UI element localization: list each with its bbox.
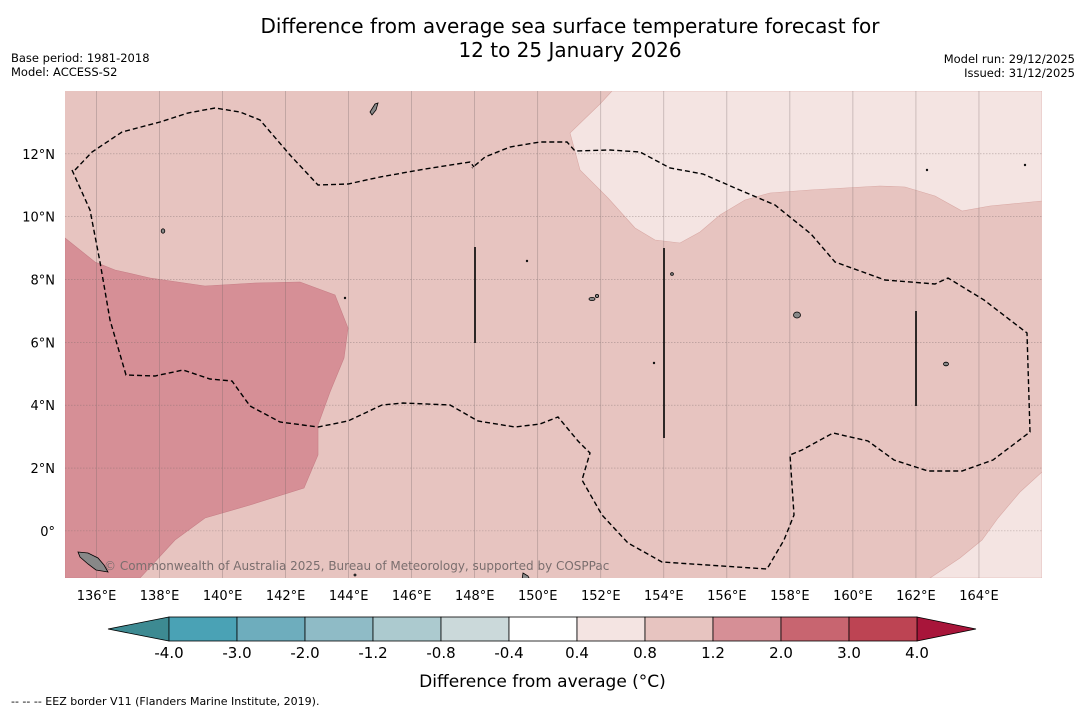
lon-tick-label: 146°E	[392, 589, 432, 604]
title-line-1: Difference from average sea surface temp…	[260, 14, 880, 38]
colorbar-tick-label: 4.0	[905, 644, 929, 662]
colorbar-segment	[848, 616, 918, 642]
island-new-guinea-tip	[77, 551, 109, 573]
colorbar-tick-label: -3.0	[222, 644, 251, 662]
islands	[77, 102, 1027, 578]
lon-tick-label: 142°E	[266, 589, 306, 604]
latitude-tick-labels: 0° 2°N 4°N 6°N 8°N 10°N 12°N	[22, 148, 55, 540]
graticule	[65, 91, 1042, 578]
chart-title: Difference from average sea surface temp…	[0, 14, 1085, 62]
meta-right: Model run: 29/12/2025 Issued: 31/12/2025	[944, 52, 1075, 80]
lon-tick-label: 152°E	[581, 589, 621, 604]
island-atoll-1	[670, 272, 674, 276]
lat-tick-label: 10°N	[22, 211, 55, 226]
colorbar-segment	[372, 616, 442, 642]
colorbar-tick-label: 0.8	[633, 644, 657, 662]
colorbar-tick-label: 2.0	[769, 644, 793, 662]
colorbar-low-extension	[107, 616, 170, 642]
map-area: © Commonwealth of Australia 2025, Bureau…	[65, 91, 1042, 578]
base-period: Base period: 1981-2018	[11, 51, 150, 65]
island-pohnpei	[793, 311, 801, 319]
colorbar-segment	[576, 616, 646, 642]
eez-borders	[71, 107, 1031, 570]
colorbar-label: Difference from average (°C)	[419, 672, 666, 692]
title-line-2: 12 to 25 January 2026	[458, 38, 682, 62]
colorbar-high-extension	[916, 616, 977, 642]
model-run: Model run: 29/12/2025	[943, 52, 1075, 66]
island-atoll-6	[1023, 163, 1027, 167]
eez-segments	[474, 247, 917, 438]
anomaly-band-0.4-0.8-south	[929, 471, 1042, 578]
island-kosrae	[943, 361, 949, 367]
lon-tick-label: 144°E	[329, 589, 369, 604]
island-atoll-7	[925, 168, 929, 172]
colorbar-tick-label: -4.0	[154, 644, 183, 662]
colorbar-tick-label: 1.2	[701, 644, 725, 662]
colorbar-segment	[168, 616, 238, 642]
colorbar-segment	[508, 616, 578, 642]
island-ulithi	[160, 228, 166, 234]
colorbar-segment	[780, 616, 850, 642]
footnote: -- -- -- EEZ border V11 (Flanders Marine…	[11, 695, 320, 708]
island-atoll-4	[525, 259, 529, 263]
issued-date: Issued: 31/12/2025	[964, 66, 1075, 80]
colorbar-tick-label: -1.2	[358, 644, 387, 662]
colorbar-tick-label: -2.0	[290, 644, 319, 662]
lat-tick-label: 8°N	[31, 274, 56, 289]
model-name: Model: ACCESS-S2	[11, 65, 118, 79]
island-atoll-3	[343, 296, 347, 300]
colorbar-segment	[236, 616, 306, 642]
island-bougainville	[521, 572, 530, 578]
lon-tick-label: 136°E	[77, 589, 117, 604]
anomaly-band-0.4-0.8-north	[569, 91, 1042, 244]
colorbar-segment	[304, 616, 374, 642]
colorbar-tick-label: 0.4	[565, 644, 589, 662]
colorbar-segment	[712, 616, 782, 642]
colorbar-tick-label: -0.4	[494, 644, 523, 662]
lon-tick-label: 140°E	[203, 589, 243, 604]
colorbar-tick-label: -0.8	[426, 644, 455, 662]
lon-tick-label: 154°E	[644, 589, 684, 604]
lat-tick-label: 0°	[40, 525, 55, 540]
lon-tick-label: 160°E	[833, 589, 873, 604]
lon-tick-label: 162°E	[896, 589, 936, 604]
lon-tick-label: 164°E	[959, 589, 999, 604]
island-guam	[369, 102, 379, 116]
colorbar-segment	[644, 616, 714, 642]
colorbar-tick-label: 3.0	[837, 644, 861, 662]
colorbar-segment	[440, 616, 510, 642]
lon-tick-label: 156°E	[707, 589, 747, 604]
meta-left: Base period: 1981-2018 Model: ACCESS-S2	[11, 51, 150, 79]
lat-tick-label: 12°N	[22, 148, 55, 163]
island-atoll-8	[353, 573, 357, 577]
eez-border-palau	[71, 107, 1031, 570]
lat-tick-label: 4°N	[31, 399, 56, 414]
island-atoll-2	[595, 293, 600, 298]
map-attribution: © Commonwealth of Australia 2025, Bureau…	[104, 559, 609, 573]
lon-tick-label: 150°E	[518, 589, 558, 604]
colorbar: -4.0 -3.0 -2.0 -1.2 -0.8 -0.4 0.4 0.8 1.2 2.0 3.0 4…	[107, 616, 977, 662]
lon-tick-label: 148°E	[455, 589, 495, 604]
lon-tick-label: 138°E	[140, 589, 180, 604]
lon-tick-label: 158°E	[770, 589, 810, 604]
lat-tick-label: 6°N	[31, 336, 56, 351]
island-chuuk	[588, 296, 596, 301]
lat-tick-label: 2°N	[31, 462, 56, 477]
longitude-tick-labels: 136°E 138°E 140°E 142°E 144°E 146°E 148°E 150°E…	[77, 589, 999, 604]
island-atoll-5	[652, 361, 656, 365]
